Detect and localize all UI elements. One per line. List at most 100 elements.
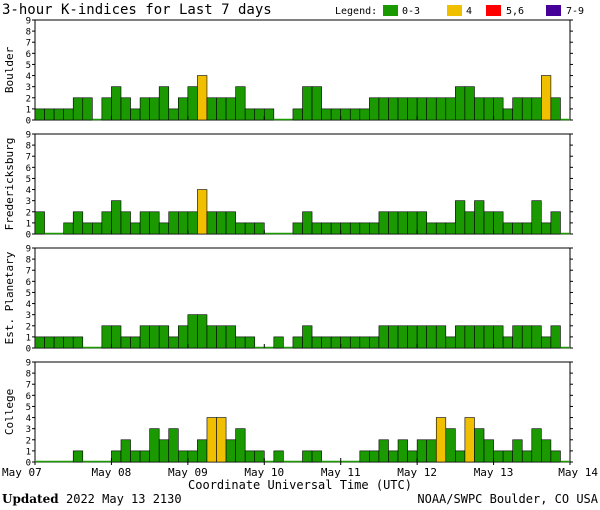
bar: [483, 211, 494, 235]
bar: [82, 97, 93, 121]
bar: [197, 189, 208, 235]
y-tick-label: 3: [26, 311, 31, 321]
bar: [435, 325, 447, 349]
bar: [206, 325, 217, 349]
bar: [502, 450, 513, 463]
updated-label: Updated: [2, 492, 59, 506]
y-tick-label: 9: [26, 17, 31, 27]
bar: [359, 222, 370, 235]
y-tick-label: 2: [26, 94, 31, 104]
bar: [369, 97, 380, 121]
bar: [168, 211, 179, 235]
panels-group: 0123456789Boulder0123456789Fredericksbur…: [3, 17, 573, 469]
bar: [474, 428, 485, 463]
bar: [187, 450, 198, 463]
bar: [178, 450, 189, 463]
bar: [435, 222, 447, 235]
bar: [550, 450, 561, 463]
legend-title: Legend:: [335, 6, 377, 17]
bar: [512, 97, 523, 121]
bar: [321, 222, 332, 235]
bar: [445, 336, 456, 349]
bar: [541, 336, 552, 349]
bar: [206, 97, 217, 121]
bar: [263, 108, 275, 121]
bar: [426, 222, 437, 235]
y-tick-label: 1: [26, 447, 31, 457]
bar: [235, 336, 246, 349]
bar: [541, 222, 552, 235]
y-tick-label: 7: [26, 153, 31, 163]
bar: [407, 211, 418, 235]
bar: [455, 450, 466, 463]
bar: [369, 222, 380, 235]
bar: [340, 336, 351, 349]
bar: [130, 108, 141, 121]
bar: [349, 222, 361, 235]
bar: [187, 86, 198, 121]
bar: [235, 428, 246, 463]
y-tick-label: 8: [26, 370, 31, 380]
bar: [72, 211, 84, 235]
bar: [130, 450, 141, 463]
bar: [464, 325, 475, 349]
x-tick-label: May 14: [558, 466, 598, 479]
y-tick-label: 4: [26, 300, 31, 310]
bar: [378, 97, 389, 121]
y-tick-label: 0: [26, 459, 31, 469]
bar: [292, 336, 303, 349]
bar: [149, 211, 160, 235]
y-tick-label: 5: [26, 403, 31, 413]
bar: [455, 86, 466, 121]
bar: [416, 325, 427, 349]
bar: [53, 108, 64, 121]
y-tick-label: 9: [26, 245, 31, 255]
bar: [101, 97, 112, 121]
panel-label: Est. Planetary: [3, 251, 16, 344]
bar: [63, 108, 74, 121]
bar: [464, 86, 475, 121]
bar: [197, 314, 208, 349]
y-tick-label: 2: [26, 436, 31, 446]
bar: [187, 211, 198, 235]
bar: [149, 428, 160, 463]
bar: [321, 336, 332, 349]
bar: [464, 417, 475, 463]
bar: [187, 314, 198, 349]
bar: [512, 325, 523, 349]
bar: [483, 325, 494, 349]
y-tick-label: 8: [26, 142, 31, 152]
bar: [158, 439, 170, 463]
bar: [254, 108, 265, 121]
x-tick-label: May 08: [92, 466, 132, 479]
bar: [359, 450, 370, 463]
bar: [502, 222, 513, 235]
bar: [349, 336, 361, 349]
bar: [216, 211, 227, 235]
bar: [111, 325, 122, 349]
panel-label: Boulder: [3, 46, 16, 93]
y-tick-label: 1: [26, 333, 31, 343]
x-tick-label: May 10: [244, 466, 284, 479]
x-axis-label: Coordinate Universal Time (UTC): [188, 478, 412, 492]
bar: [120, 97, 131, 121]
bar: [244, 450, 256, 463]
bar: [550, 325, 561, 349]
bar: [302, 211, 313, 235]
bar: [397, 325, 408, 349]
bar: [397, 211, 408, 235]
bar: [292, 222, 303, 235]
y-tick-label: 6: [26, 278, 31, 288]
y-tick-label: 4: [26, 414, 31, 424]
bar: [493, 450, 504, 463]
bar: [388, 211, 399, 235]
bar: [130, 336, 141, 349]
bar: [483, 439, 494, 463]
bar: [359, 336, 370, 349]
bar: [493, 211, 504, 235]
bar: [149, 97, 160, 121]
bar: [541, 439, 552, 463]
bar: [244, 336, 256, 349]
